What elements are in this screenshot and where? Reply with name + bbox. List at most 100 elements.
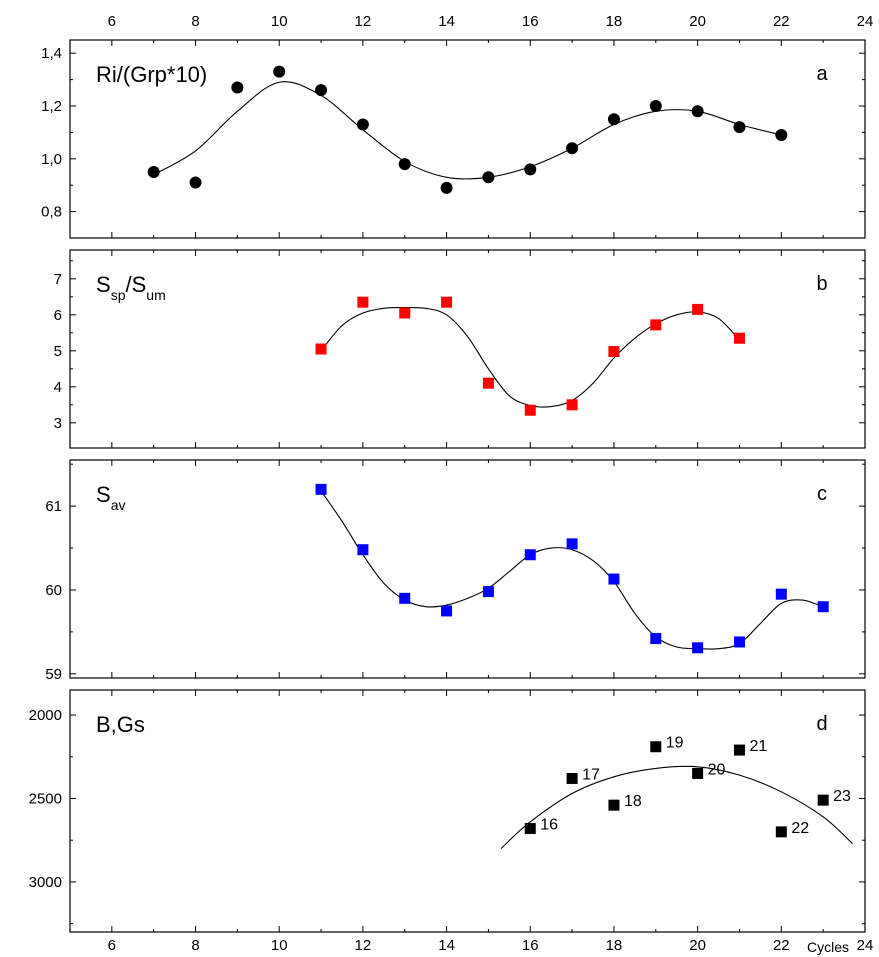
panel-c: 59 60 61 c Sav bbox=[45, 459, 866, 683]
data-point bbox=[440, 181, 453, 194]
fit-curve bbox=[500, 765, 853, 849]
data-point bbox=[566, 142, 579, 155]
panel-title-main: Ri/(Grp*10) bbox=[96, 62, 207, 87]
y-tick-label: 60 bbox=[45, 582, 62, 599]
x-tick-label-top: 8 bbox=[191, 13, 199, 30]
x-tick-label-top: 10 bbox=[271, 13, 288, 30]
data-point bbox=[692, 642, 704, 654]
y-tick-label: 4 bbox=[54, 379, 62, 396]
panel-frame bbox=[69, 39, 866, 239]
x-tick-label-bottom: 8 bbox=[191, 937, 199, 954]
fit-curve bbox=[320, 306, 740, 408]
data-point bbox=[566, 538, 578, 550]
panel-letter: c bbox=[817, 483, 827, 505]
data-point bbox=[733, 636, 745, 648]
y-tick-label: 6 bbox=[54, 307, 62, 324]
panel-title: Ssp/Sum bbox=[96, 272, 166, 303]
data-point bbox=[524, 823, 536, 835]
panel-title-tail: /S bbox=[125, 272, 146, 297]
data-point bbox=[398, 158, 411, 171]
data-point bbox=[817, 794, 829, 806]
y-tick-label: 59 bbox=[45, 666, 62, 683]
x-tick-label-bottom: 22 bbox=[773, 937, 790, 954]
point-label: 22 bbox=[791, 820, 809, 837]
data-point bbox=[399, 307, 411, 319]
data-point bbox=[608, 573, 620, 585]
data-point bbox=[775, 129, 788, 142]
data-point bbox=[441, 605, 453, 617]
y-tick-label: 0,8 bbox=[41, 204, 62, 221]
x-tick-label-bottom: 14 bbox=[438, 937, 455, 954]
panel-title: Sav bbox=[96, 482, 125, 513]
panel-frame bbox=[69, 249, 866, 449]
panel-title-main: S bbox=[96, 482, 111, 507]
data-point bbox=[524, 549, 536, 561]
data-point bbox=[482, 377, 494, 389]
panel-d: 2000 2500 3000 16 17 18 19 20 21 22 23 d B,Gs bbox=[29, 689, 866, 933]
data-point bbox=[733, 332, 745, 344]
data-point bbox=[692, 303, 704, 315]
data-point bbox=[733, 744, 745, 756]
data-point bbox=[189, 176, 202, 189]
data-point bbox=[817, 601, 829, 613]
panel-a: 0,8 1,0 1,2 1,4 a Ri/(Grp*10) bbox=[41, 39, 866, 239]
panel-frame bbox=[69, 459, 866, 679]
x-tick-label-bottom: 24 bbox=[857, 937, 874, 954]
point-label: 23 bbox=[833, 788, 851, 805]
y-tick-label: 1,2 bbox=[41, 98, 62, 115]
fit-curve bbox=[320, 490, 824, 650]
data-point bbox=[399, 592, 411, 604]
y-tick-label: 2000 bbox=[29, 707, 62, 724]
x-tick-label-top: 22 bbox=[773, 13, 790, 30]
data-point bbox=[482, 586, 494, 598]
panel-title-main: B,Gs bbox=[96, 712, 145, 737]
x-tick-label-bottom: 6 bbox=[108, 937, 116, 954]
panel-letter: a bbox=[816, 63, 828, 85]
data-point bbox=[649, 100, 662, 112]
y-tick-label: 3 bbox=[54, 415, 62, 432]
x-tick-label-top: 14 bbox=[438, 13, 455, 30]
data-point bbox=[524, 163, 537, 176]
panel-letter: d bbox=[816, 713, 827, 735]
data-point bbox=[650, 633, 662, 645]
panel-title-sub: sp bbox=[111, 287, 126, 303]
point-label: 20 bbox=[708, 761, 726, 778]
y-tick-label: 61 bbox=[45, 498, 62, 515]
y-tick-label: 5 bbox=[54, 343, 62, 360]
data-point bbox=[524, 404, 536, 416]
panel-title: B,Gs bbox=[96, 712, 145, 737]
y-tick-label: 2500 bbox=[29, 790, 62, 807]
data-point bbox=[147, 166, 160, 178]
data-point bbox=[650, 319, 662, 331]
data-point bbox=[608, 799, 620, 811]
point-label: 18 bbox=[624, 793, 642, 810]
data-point bbox=[775, 826, 787, 838]
point-label: 17 bbox=[582, 766, 600, 783]
data-point bbox=[733, 121, 746, 134]
x-tick-label-bottom: 10 bbox=[271, 937, 288, 954]
data-point bbox=[315, 483, 327, 495]
panel-title-sub2: um bbox=[146, 287, 165, 303]
x-tick-label-top: 24 bbox=[857, 13, 874, 30]
data-point bbox=[231, 81, 244, 94]
point-label: 16 bbox=[540, 817, 558, 834]
x-tick-label-top: 6 bbox=[108, 13, 116, 30]
panel-letter: b bbox=[816, 273, 827, 295]
data-point bbox=[482, 171, 495, 184]
x-tick-label-bottom: 20 bbox=[689, 937, 706, 954]
y-tick-label: 1,0 bbox=[41, 151, 62, 168]
point-label: 21 bbox=[749, 738, 767, 755]
data-point bbox=[607, 113, 620, 126]
x-tick-label-top: 16 bbox=[522, 13, 539, 30]
x-tick-label-bottom: 16 bbox=[522, 937, 539, 954]
fit-curve bbox=[153, 81, 782, 180]
data-point bbox=[356, 118, 369, 131]
x-tick-label-top: 12 bbox=[355, 13, 372, 30]
data-point bbox=[691, 105, 704, 118]
data-point bbox=[650, 741, 662, 753]
data-point bbox=[608, 346, 620, 358]
panel-title-sub: av bbox=[111, 497, 126, 513]
data-point bbox=[357, 544, 369, 556]
x-tick-label-top: 18 bbox=[606, 13, 623, 30]
